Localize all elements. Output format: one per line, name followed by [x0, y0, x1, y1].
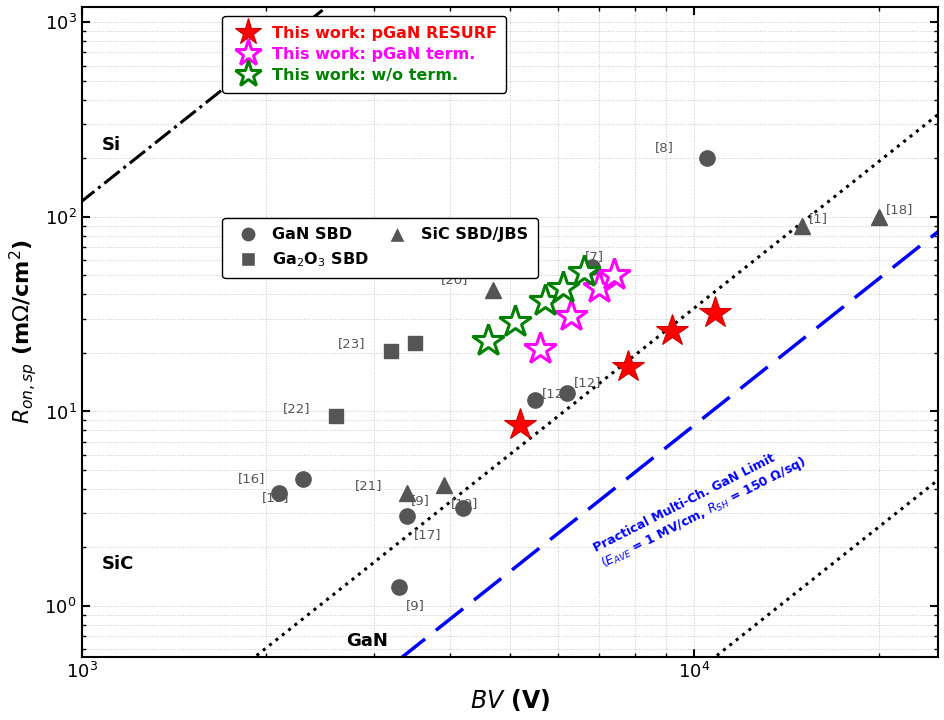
Text: SiC: SiC	[102, 555, 134, 573]
Text: [12]: [12]	[573, 376, 601, 389]
Text: [23]: [23]	[338, 337, 365, 350]
Text: [20]: [20]	[440, 274, 467, 287]
Text: [7]: [7]	[584, 251, 603, 264]
Text: [19]: [19]	[450, 497, 478, 510]
Text: [12]: [12]	[542, 387, 569, 400]
Text: [16]: [16]	[237, 472, 264, 485]
Text: [17]: [17]	[413, 528, 441, 541]
Text: [9]: [9]	[411, 494, 430, 507]
Text: [15]: [15]	[261, 491, 289, 504]
Text: Practical Multi-Ch. GaN Limit
$(E_{AVE}$ = 1 MV/cm, $R_{SH}$ = 150 Ω/sq): Practical Multi-Ch. GaN Limit $(E_{AVE}$…	[591, 439, 809, 572]
Text: Si: Si	[102, 136, 121, 154]
Text: [9]: [9]	[406, 599, 425, 613]
Text: [22]: [22]	[283, 402, 311, 415]
Text: GaN: GaN	[346, 632, 387, 650]
Text: [21]: [21]	[354, 479, 381, 492]
Text: [8]: [8]	[654, 141, 673, 154]
X-axis label: $\mathit{BV}$ (V): $\mathit{BV}$ (V)	[469, 687, 549, 713]
Text: [18]: [18]	[885, 203, 912, 216]
Legend: GaN SBD, Ga$_2$O$_3$ SBD, SiC SBD/JBS: GaN SBD, Ga$_2$O$_3$ SBD, SiC SBD/JBS	[222, 217, 537, 279]
Y-axis label: $R_{on,sp}$ (m$\Omega$/cm$^2$): $R_{on,sp}$ (m$\Omega$/cm$^2$)	[7, 239, 39, 424]
Text: [1]: [1]	[808, 212, 827, 225]
